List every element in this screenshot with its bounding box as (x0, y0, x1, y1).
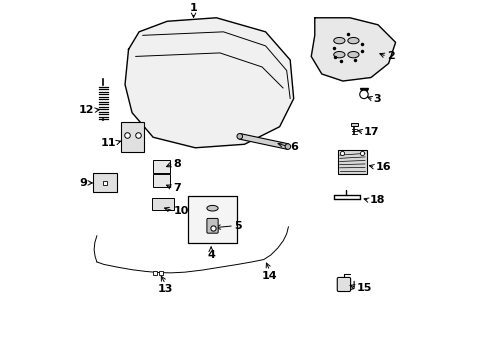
Ellipse shape (333, 51, 345, 58)
Bar (187, 196, 237, 243)
Text: 6: 6 (289, 142, 298, 152)
Text: 12: 12 (79, 105, 94, 115)
Text: 2: 2 (386, 51, 394, 62)
Bar (350, 123, 357, 126)
Bar (153, 271, 157, 275)
Bar (159, 271, 163, 275)
Polygon shape (125, 18, 293, 148)
Text: 3: 3 (373, 94, 381, 104)
Text: 8: 8 (173, 159, 181, 168)
Ellipse shape (206, 206, 218, 211)
Text: 4: 4 (207, 251, 215, 260)
Text: 18: 18 (369, 195, 385, 206)
Ellipse shape (237, 134, 242, 139)
Polygon shape (239, 134, 288, 149)
FancyBboxPatch shape (206, 219, 218, 233)
FancyBboxPatch shape (93, 174, 117, 192)
Ellipse shape (285, 144, 290, 149)
FancyBboxPatch shape (153, 161, 170, 173)
Text: 17: 17 (363, 127, 379, 137)
Text: 10: 10 (173, 206, 188, 216)
FancyBboxPatch shape (153, 175, 170, 187)
FancyBboxPatch shape (337, 150, 366, 174)
Text: 16: 16 (374, 162, 390, 172)
Ellipse shape (347, 37, 358, 44)
FancyBboxPatch shape (121, 122, 143, 152)
Text: 1: 1 (189, 3, 197, 13)
FancyBboxPatch shape (337, 278, 350, 292)
Text: 7: 7 (173, 183, 181, 193)
Text: 13: 13 (158, 284, 173, 294)
Circle shape (359, 90, 367, 99)
Ellipse shape (333, 37, 345, 44)
Ellipse shape (347, 51, 358, 58)
Text: 15: 15 (356, 283, 371, 293)
Polygon shape (311, 18, 395, 81)
Text: 11: 11 (101, 138, 116, 148)
Text: 5: 5 (233, 221, 241, 231)
Text: 9: 9 (79, 178, 87, 188)
FancyBboxPatch shape (151, 198, 173, 210)
Text: 14: 14 (262, 271, 277, 281)
